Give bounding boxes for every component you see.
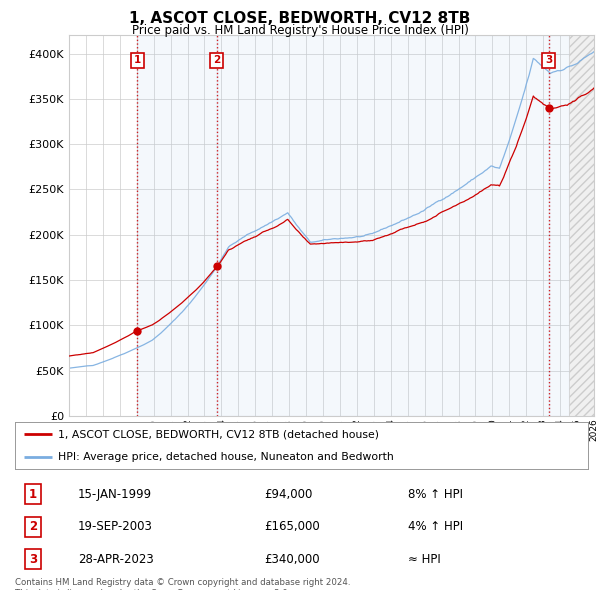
Text: 1, ASCOT CLOSE, BEDWORTH, CV12 8TB: 1, ASCOT CLOSE, BEDWORTH, CV12 8TB — [130, 11, 470, 25]
Text: 3: 3 — [29, 552, 37, 566]
Bar — [137, 35, 217, 416]
Text: 28-APR-2023: 28-APR-2023 — [78, 552, 154, 566]
Text: 1: 1 — [134, 55, 141, 65]
Text: 1, ASCOT CLOSE, BEDWORTH, CV12 8TB (detached house): 1, ASCOT CLOSE, BEDWORTH, CV12 8TB (deta… — [58, 429, 379, 439]
Text: ≈ HPI: ≈ HPI — [408, 552, 441, 566]
Text: 2: 2 — [213, 55, 220, 65]
Bar — [217, 35, 548, 416]
Text: 15-JAN-1999: 15-JAN-1999 — [78, 487, 152, 501]
Text: 1: 1 — [29, 487, 37, 501]
Text: £340,000: £340,000 — [264, 552, 320, 566]
Text: HPI: Average price, detached house, Nuneaton and Bedworth: HPI: Average price, detached house, Nune… — [58, 453, 394, 462]
Text: 2: 2 — [29, 520, 37, 533]
Text: 8% ↑ HPI: 8% ↑ HPI — [408, 487, 463, 501]
Text: Contains HM Land Registry data © Crown copyright and database right 2024.
This d: Contains HM Land Registry data © Crown c… — [15, 578, 350, 590]
Text: £94,000: £94,000 — [264, 487, 313, 501]
Text: 4% ↑ HPI: 4% ↑ HPI — [408, 520, 463, 533]
Text: 19-SEP-2003: 19-SEP-2003 — [78, 520, 153, 533]
Text: £165,000: £165,000 — [264, 520, 320, 533]
Text: Price paid vs. HM Land Registry's House Price Index (HPI): Price paid vs. HM Land Registry's House … — [131, 24, 469, 37]
Text: 3: 3 — [545, 55, 552, 65]
Bar — [548, 35, 569, 416]
